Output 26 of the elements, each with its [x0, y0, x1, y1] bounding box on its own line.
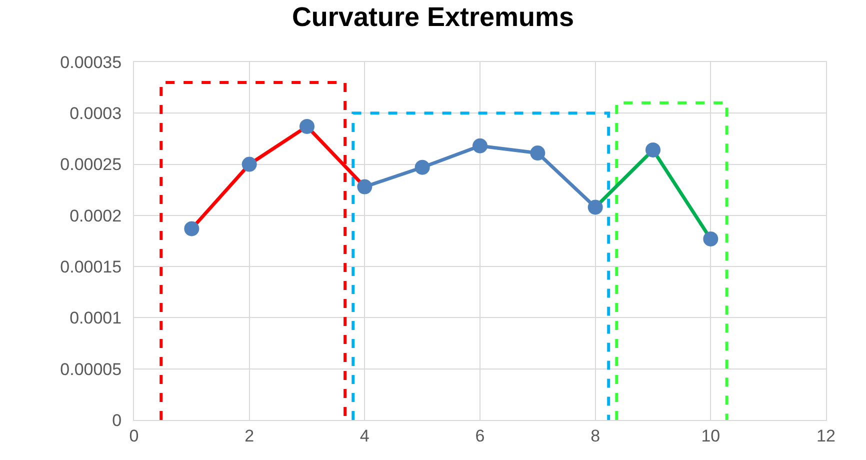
x-tick-label: 10 — [701, 426, 720, 446]
point — [300, 118, 314, 134]
y-tick-label: 0 — [112, 410, 122, 430]
point — [414, 160, 430, 175]
y-tick-label: 0.00035 — [60, 52, 122, 72]
y-tick-label: 0.00005 — [60, 360, 122, 379]
point — [703, 231, 718, 246]
x-tick-label: 6 — [475, 426, 485, 446]
x-tick-label: 4 — [360, 426, 370, 446]
y-tick-label: 0.0002 — [70, 206, 122, 226]
point — [357, 179, 372, 194]
x-tick-label: 2 — [244, 426, 254, 446]
point — [646, 142, 660, 158]
point — [530, 146, 546, 161]
point — [588, 200, 603, 215]
y-tick-label: 0.00025 — [60, 155, 122, 174]
chart-title: Curvature Extremums — [292, 2, 574, 32]
point — [472, 138, 488, 154]
point — [242, 156, 257, 172]
y-tick-label: 0.00015 — [60, 258, 122, 277]
y-tick-label: 0.0003 — [70, 104, 122, 124]
x-tick-label: 0 — [129, 426, 139, 446]
y-tick-label: 0.0001 — [70, 308, 122, 328]
x-tick-label: 8 — [590, 426, 600, 446]
x-tick-label: 12 — [816, 426, 836, 446]
point — [184, 221, 200, 236]
